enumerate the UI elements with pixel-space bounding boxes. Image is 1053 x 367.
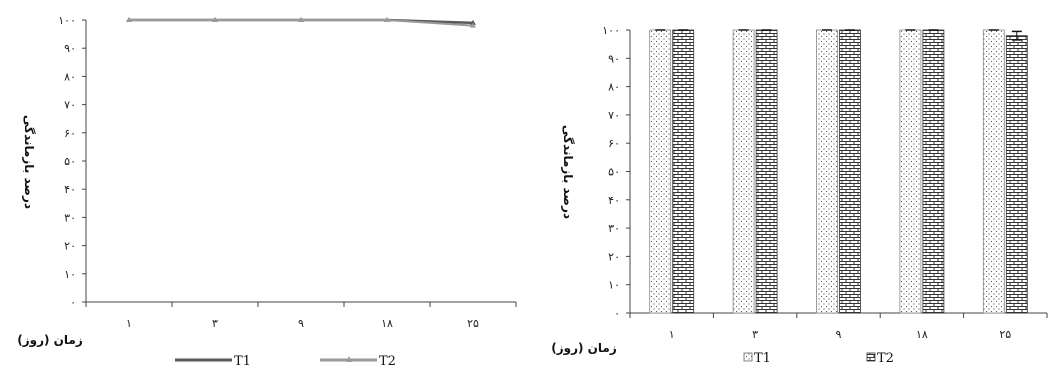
line-x-axis-label: زمان (روز) — [17, 333, 83, 348]
bar-y-tick-label: ۸۰ — [608, 81, 620, 94]
bar-y-tick-label: ۶۰ — [608, 137, 620, 150]
line-chart: ۰ ۱۰ ۲۰ ۳۰ ۴۰ ۵۰ ۶۰ ۷۰ ۸۰ ۹۰ ۱۰۰ ۱ ۳ ۹ ۱۸ ۲۵ درصد بازم… — [17, 14, 517, 367]
legend-label-bar-t2: T2 — [877, 351, 894, 366]
line-y-tick-label: ۸۰ — [64, 70, 76, 83]
line-y-tick-label: ۱۰ — [64, 268, 76, 281]
line-x-tick-label: ۱۸ — [381, 317, 393, 330]
legend-swatch-t1 — [743, 352, 753, 362]
line-y-tick-label: ۳۰ — [64, 211, 76, 224]
line-point-t2 — [298, 17, 304, 22]
bar-chart: ۰ ۱۰ ۲۰ ۳۰ ۴۰ ۵۰ ۶۰ ۷۰ ۸۰ ۹۰ ۱۰۰ ۱ ۳ ۹ ۱۸ ۲۵ درصد بازم… — [551, 24, 1048, 366]
bar-y-tick-label: ۷۰ — [608, 109, 620, 122]
bar-y-axis-label: درصد بازماندگی — [561, 125, 575, 219]
bar-legend: T1 T2 — [743, 351, 894, 366]
line-point-t2 — [212, 17, 218, 22]
legend-swatch-t2 — [866, 352, 876, 362]
bar-x-tick-label: ۱ — [669, 328, 675, 341]
line-y-tick-label: ۴۰ — [64, 183, 76, 196]
legend-label-t2: T2 — [379, 354, 396, 367]
line-x-tick-label: ۳ — [212, 317, 218, 330]
bar-t2 — [1005, 35, 1028, 314]
legend-label-t1: T1 — [234, 354, 251, 367]
line-point-t2 — [126, 17, 132, 22]
bar-t1 — [649, 29, 672, 314]
line-x-tick-label: ۲۵ — [467, 317, 479, 330]
legend-marker-t2 — [346, 356, 352, 362]
line-y-tick-label: ۵۰ — [64, 155, 76, 168]
bar-t1 — [899, 29, 922, 314]
bar-t2 — [839, 29, 861, 314]
bar-y-tick-label: ۲۰ — [608, 250, 620, 263]
bar-x-tick-label: ۲۵ — [999, 328, 1011, 341]
bar-y-tick-label: ۳۰ — [608, 222, 620, 235]
line-point-t2 — [384, 17, 390, 22]
line-y-tick-label: ۰ — [70, 296, 76, 309]
line-y-tick-label: ۱۰۰ — [58, 14, 76, 27]
bar-t1 — [816, 29, 838, 314]
line-x-tick-label: ۹ — [298, 317, 304, 330]
legend-label-bar-t1: T1 — [754, 351, 771, 366]
bar-y-tick-label: ۵۰ — [608, 166, 620, 179]
line-y-axis-label: درصد بازماندگی — [22, 115, 36, 209]
bar-x-tick-label: ۳ — [752, 328, 758, 341]
line-point-t1 — [470, 19, 476, 25]
bar-x-axis-label: زمان (روز) — [551, 341, 617, 356]
bar-y-tick-label: ۹۰ — [608, 52, 620, 65]
bar-y-tick-label: ۱۰۰ — [602, 24, 620, 37]
bar-t2 — [922, 29, 945, 314]
line-y-tick-label: ۲۰ — [64, 240, 76, 253]
bar-t1 — [982, 29, 1005, 314]
bar-y-tick-label: ۰ — [614, 307, 620, 320]
bar-x-tick-label: ۹ — [836, 328, 842, 341]
line-y-tick-label: ۶۰ — [64, 127, 76, 140]
line-y-tick-label: ۷۰ — [64, 99, 76, 112]
line-y-tick-label: ۹۰ — [64, 42, 76, 55]
bar-t1 — [732, 29, 755, 314]
bar-t2 — [672, 29, 695, 314]
line-point-t2 — [470, 22, 476, 28]
bar-y-tick-label: ۴۰ — [608, 194, 620, 207]
bar-t2 — [755, 29, 778, 314]
bar-y-tick-label: ۱۰ — [608, 279, 620, 292]
bar-x-tick-label: ۱۸ — [916, 328, 928, 341]
line-legend: T1 T2 — [175, 354, 396, 367]
line-x-tick-label: ۱ — [126, 317, 132, 330]
